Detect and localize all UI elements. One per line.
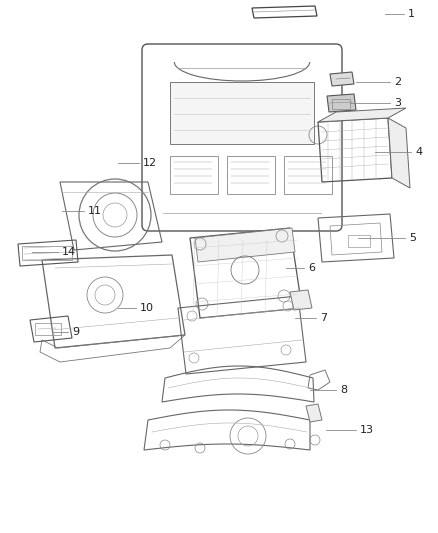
Polygon shape <box>306 404 322 422</box>
Text: 6: 6 <box>308 263 315 273</box>
Text: 2: 2 <box>394 77 401 87</box>
Bar <box>170 156 218 194</box>
Bar <box>284 156 332 194</box>
Bar <box>35 323 61 335</box>
Polygon shape <box>327 94 356 112</box>
Text: 3: 3 <box>394 98 401 108</box>
Text: 1: 1 <box>408 9 415 19</box>
Text: 10: 10 <box>140 303 154 313</box>
Bar <box>332 99 350 109</box>
Text: 13: 13 <box>360 425 374 435</box>
Text: 4: 4 <box>415 147 422 157</box>
Polygon shape <box>330 72 354 86</box>
Text: 11: 11 <box>88 206 102 216</box>
Bar <box>22 246 72 260</box>
Polygon shape <box>195 228 295 262</box>
Bar <box>227 156 275 194</box>
Bar <box>170 82 314 144</box>
Polygon shape <box>290 290 312 310</box>
Text: 5: 5 <box>409 233 416 243</box>
Text: 12: 12 <box>143 158 157 168</box>
Text: 9: 9 <box>72 327 79 337</box>
Polygon shape <box>388 118 410 188</box>
Bar <box>348 235 370 247</box>
Polygon shape <box>318 108 406 122</box>
Text: 14: 14 <box>62 247 76 257</box>
Text: 8: 8 <box>340 385 347 395</box>
Text: 7: 7 <box>320 313 327 323</box>
